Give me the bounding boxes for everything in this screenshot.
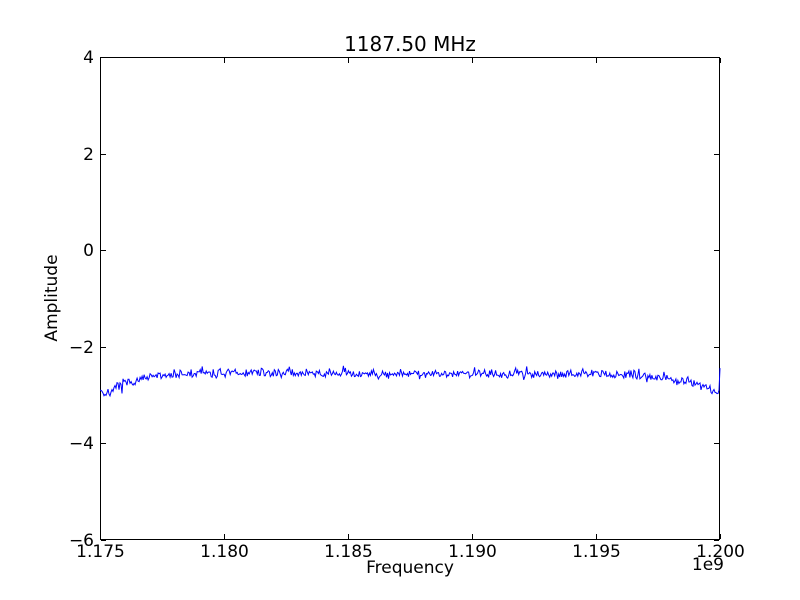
y-tick-label: −4 [68,433,94,454]
y-axis-label: Amplitude [42,254,62,342]
x-axis-label: Frequency [366,558,454,578]
x-axis-offset-label: 1e9 [691,555,724,575]
amplitude-trace [99,365,721,398]
x-tick-label: 1.180 [200,542,249,562]
x-tick-label: 1.190 [448,542,497,562]
y-tick-label: −2 [68,337,94,358]
x-tick-label: 1.175 [76,542,125,562]
x-tick-label: 1.185 [324,542,373,562]
x-tick-label: 1.200 [696,542,745,562]
y-tick-label: −6 [68,530,94,551]
y-tick-label: 0 [83,240,94,261]
axes-frame [100,57,720,540]
y-tick-label: 4 [83,47,94,68]
chart-title: 1187.50 MHz [344,32,476,56]
x-tick-label: 1.195 [572,542,621,562]
y-tick-label: 2 [83,144,94,165]
